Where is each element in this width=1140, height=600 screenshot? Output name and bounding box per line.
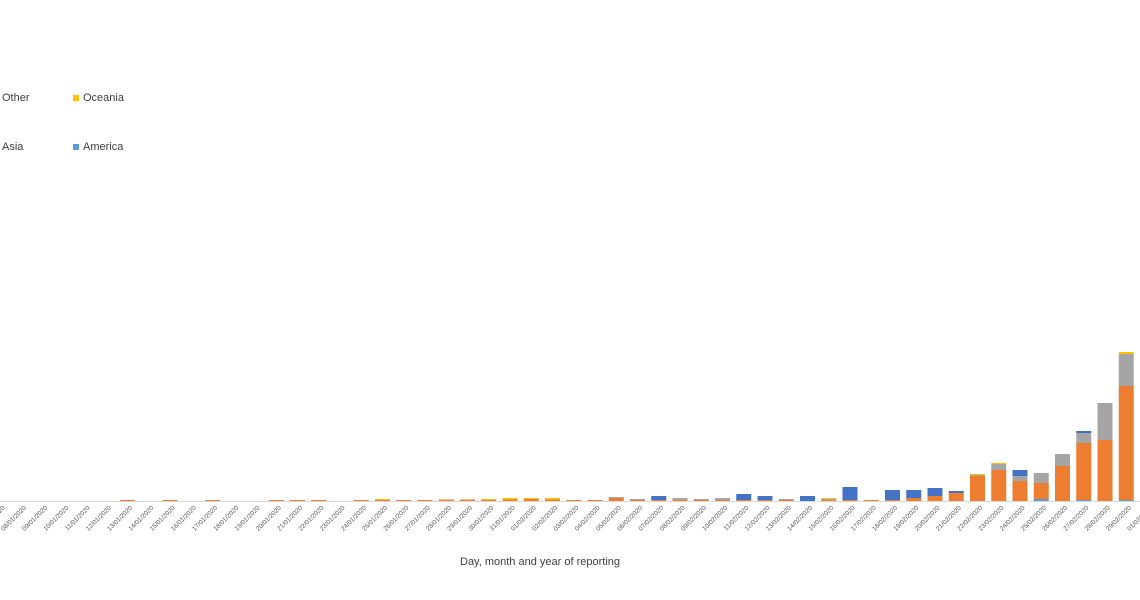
bar-segment	[417, 500, 433, 501]
bar-segment	[481, 499, 497, 500]
bar-segment	[1012, 481, 1028, 501]
bar-segment	[672, 500, 688, 501]
bar-segment	[1076, 433, 1092, 443]
bar-segment	[821, 499, 837, 500]
bar-segment	[630, 500, 645, 501]
bar-segment	[1033, 473, 1049, 483]
bar-segment	[545, 499, 560, 501]
bar-segment	[800, 496, 815, 501]
bar-segment	[927, 496, 943, 501]
bar-segment	[842, 487, 858, 500]
bar-segment	[1076, 500, 1092, 501]
bar-segment	[502, 498, 518, 500]
bar-segment	[948, 493, 964, 501]
legend-label: America	[83, 141, 124, 153]
bar-segment	[608, 497, 624, 498]
bar-segment	[991, 470, 1007, 501]
bar-segment	[693, 499, 709, 500]
bar-segment	[1012, 476, 1028, 481]
bar-segment	[1033, 499, 1049, 501]
bar-segment	[948, 491, 964, 493]
bar-segment	[290, 500, 305, 501]
bar-segment	[736, 494, 752, 500]
bar-segment	[523, 499, 539, 501]
legend-marker	[73, 144, 79, 150]
bar-segment	[885, 500, 900, 501]
bar-segment	[927, 488, 943, 496]
bar-segment	[587, 500, 603, 501]
bar-segment	[375, 500, 390, 501]
bar-segment	[906, 490, 922, 498]
bar-segment	[205, 500, 220, 501]
bar-segment	[268, 500, 284, 501]
bar-segment	[863, 500, 879, 501]
bar-segment	[608, 498, 624, 501]
bar-segment	[970, 475, 985, 476]
bar-segment	[757, 500, 773, 501]
bar-segment	[842, 500, 858, 501]
bar-segment	[1097, 403, 1113, 440]
bar-segment	[651, 500, 667, 501]
bar-segment	[778, 499, 794, 500]
bar-segment	[970, 474, 985, 475]
bar-segment	[1055, 466, 1070, 501]
bar-segment	[630, 499, 645, 500]
bar-segment	[821, 498, 837, 499]
bar-segment	[375, 499, 390, 500]
legend-marker	[73, 95, 79, 101]
bar-segment	[715, 500, 730, 501]
legend-label: Asia	[2, 141, 24, 153]
bar-segment	[1118, 354, 1134, 386]
bar-segment	[396, 500, 412, 501]
bar-segment	[991, 463, 1007, 464]
bar-segment	[438, 499, 454, 501]
bar-segment	[1055, 454, 1070, 466]
bar-segment	[311, 500, 327, 501]
bar-segment	[1118, 386, 1134, 500]
bar-segment	[693, 500, 709, 501]
bar-segment	[353, 500, 369, 501]
bar-segment	[1118, 500, 1134, 501]
bar-segment	[162, 500, 178, 501]
bar-segment	[481, 500, 497, 501]
bar-segment	[523, 498, 539, 499]
bar-segment	[566, 500, 582, 501]
bar-segment	[970, 476, 985, 501]
bar-segment	[502, 499, 518, 501]
legend-label: Oceania	[83, 92, 125, 104]
bar-segment	[991, 464, 1007, 470]
bar-segment	[1012, 470, 1028, 476]
bar-segment	[651, 496, 667, 500]
bar-segment	[545, 498, 560, 500]
bar-segment	[778, 500, 794, 501]
legend-label: Other	[2, 92, 30, 104]
bar-segment	[736, 500, 752, 501]
bar-segment	[1076, 431, 1092, 433]
bar-segment	[460, 499, 475, 501]
bar-segment	[715, 498, 730, 500]
bar-segment	[1033, 483, 1049, 499]
bar-segment	[885, 490, 900, 500]
x-axis-title: Day, month and year of reporting	[460, 556, 620, 568]
bar-segment	[672, 498, 688, 500]
bar-segment	[1076, 443, 1092, 500]
bar-segment	[1097, 440, 1113, 501]
bar-segment	[120, 500, 135, 501]
bar-segment	[1118, 352, 1134, 354]
bar-segment	[757, 496, 773, 500]
bar-segment	[906, 498, 922, 501]
bar-segment	[821, 500, 837, 501]
